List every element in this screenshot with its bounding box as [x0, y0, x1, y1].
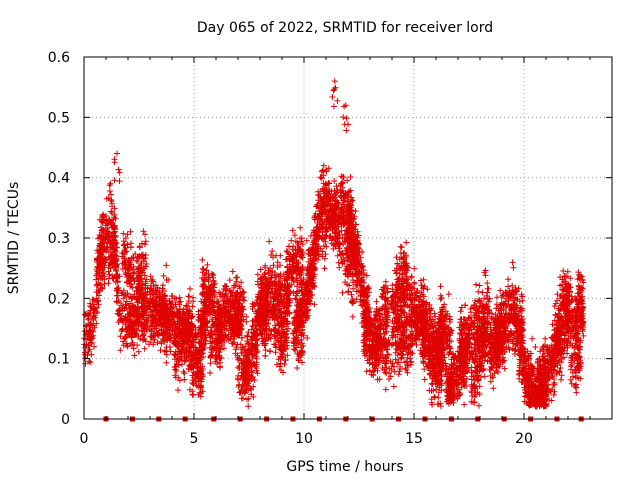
y-tick-label: 0 — [61, 412, 70, 428]
y-tick-label: 0.6 — [48, 50, 70, 66]
x-axis-label: GPS time / hours — [286, 459, 403, 475]
y-tick-label: 0.4 — [48, 171, 70, 187]
x-tick-label: 10 — [295, 431, 313, 447]
y-tick-label: 0.1 — [48, 352, 70, 368]
x-tick-label: 15 — [405, 431, 423, 447]
axis-ticks: 0 5 10 15 20 0 0.1 0.2 0.3 0.4 0.5 0.6 — [48, 50, 612, 447]
x-tick-label: 5 — [190, 431, 199, 447]
x-tick-label: 20 — [515, 431, 533, 447]
chart-title: Day 065 of 2022, SRMTID for receiver lor… — [197, 20, 493, 36]
y-axis-label: SRMTID / TECUs — [6, 182, 22, 295]
y-tick-label: 0.5 — [48, 110, 70, 126]
data-points — [81, 78, 587, 410]
y-tick-label: 0.2 — [48, 291, 70, 307]
x-tick-label: 0 — [80, 431, 89, 447]
y-tick-label: 0.3 — [48, 231, 70, 247]
scatter-markers — [81, 78, 587, 410]
